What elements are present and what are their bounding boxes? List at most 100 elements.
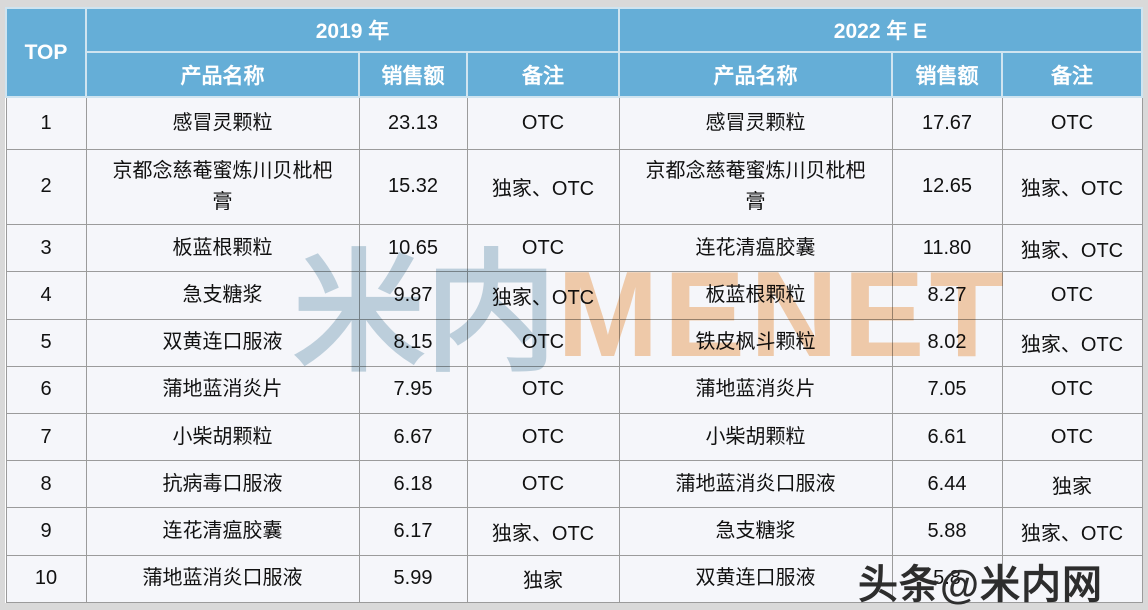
col-header-remark-2019: 备注: [466, 51, 620, 98]
product-cell-2022: 京都念慈菴蜜炼川贝枇杷膏: [618, 148, 893, 226]
product-text: 急支糖浆: [182, 283, 263, 306]
rank-cell: 5: [5, 318, 87, 367]
rank-cell: 6: [5, 365, 87, 414]
sales-cell-2022: 6.61: [891, 412, 1003, 462]
sales-cell-2022: 6.44: [891, 460, 1003, 509]
sales-cell-2019: 6.67: [358, 412, 468, 462]
product-text: 小柴胡颗粒: [172, 425, 273, 448]
remark-cell-2019: 独家、OTC: [466, 271, 620, 320]
product-text: 双黄连口服液: [695, 567, 816, 590]
sales-cell-2022: 7.05: [891, 365, 1003, 414]
product-cell-2019: 京都念慈菴蜜炼川贝枇杷膏: [85, 148, 360, 226]
sales-cell-2019: 5.99: [358, 554, 468, 604]
product-text: 小柴胡颗粒: [705, 425, 806, 448]
product-text: 蒲地蓝消炎口服液: [142, 567, 303, 590]
rank-cell: 3: [5, 224, 87, 273]
table-row: 1 感冒灵颗粒 23.13 OTC 感冒灵颗粒 17.67 OTC: [5, 96, 1143, 150]
rank-cell: 2: [5, 148, 87, 226]
col-header-product-2019: 产品名称: [85, 51, 360, 98]
sales-cell-2019: 8.15: [358, 318, 468, 367]
product-cell-2019: 感冒灵颗粒: [85, 96, 360, 150]
product-text: 板蓝根颗粒: [705, 283, 806, 306]
header-sub-row: 产品名称 销售额 备注 产品名称 销售额 备注: [6, 51, 1144, 98]
product-cell-2022: 小柴胡颗粒: [618, 412, 893, 462]
sales-cell-2019: 23.13: [358, 96, 468, 150]
col-header-remark-2022: 备注: [1000, 51, 1144, 98]
sales-cell-2022: 5.8: [891, 554, 1003, 604]
sales-table: TOP 2019 年 2022 年 E 产品名称 销售额 备注 产品名称 销售额…: [5, 7, 1144, 604]
rank-cell: 9: [5, 507, 87, 556]
product-cell-2019: 急支糖浆: [85, 271, 360, 320]
sales-cell-2019: 15.32: [358, 148, 468, 226]
col-header-product-2022: 产品名称: [618, 51, 893, 98]
product-cell-2022: 急支糖浆: [618, 507, 893, 556]
rank-cell: 1: [5, 96, 87, 150]
table-row: 7 小柴胡颗粒 6.67 OTC 小柴胡颗粒 6.61 OTC: [5, 412, 1143, 462]
rank-cell: 4: [5, 271, 87, 320]
product-cell-2019: 小柴胡颗粒: [85, 412, 360, 462]
product-text: 京都念慈菴蜜炼川贝枇杷膏: [112, 159, 333, 213]
product-cell-2022: 双黄连口服液: [618, 554, 893, 604]
remark-cell-2019: 独家、OTC: [466, 148, 620, 226]
sales-cell-2019: 10.65: [358, 224, 468, 273]
col-header-sales-2019: 销售额: [358, 51, 468, 98]
sales-cell-2019: 9.87: [358, 271, 468, 320]
product-text: 双黄连口服液: [162, 331, 283, 354]
product-text: 铁皮枫斗颗粒: [695, 331, 816, 354]
product-cell-2019: 板蓝根颗粒: [85, 224, 360, 273]
table-row: 2 京都念慈菴蜜炼川贝枇杷膏 15.32 独家、OTC 京都念慈菴蜜炼川贝枇杷膏…: [5, 148, 1143, 226]
remark-cell-2022: 独家、OTC: [1001, 318, 1143, 367]
year-2022e-header: 2022 年 E: [617, 7, 1144, 53]
table-row: 8 抗病毒口服液 6.18 OTC 蒲地蓝消炎口服液 6.44 独家: [5, 460, 1143, 509]
sales-cell-2022: 5.88: [891, 507, 1003, 556]
top-column-header: TOP: [5, 7, 87, 98]
product-text: 急支糖浆: [715, 520, 796, 543]
rank-cell: 10: [5, 554, 87, 604]
sales-cell-2019: 6.17: [358, 507, 468, 556]
table-row: 9 连花清瘟胶囊 6.17 独家、OTC 急支糖浆 5.88 独家、OTC: [5, 507, 1143, 556]
rank-cell: 8: [5, 460, 87, 509]
product-cell-2019: 抗病毒口服液: [85, 460, 360, 509]
product-text: 板蓝根颗粒: [172, 236, 273, 259]
product-cell-2019: 连花清瘟胶囊: [85, 507, 360, 556]
product-text: 京都念慈菴蜜炼川贝枇杷膏: [645, 159, 866, 213]
remark-cell-2022: 独家: [1001, 460, 1143, 509]
year-2019-header: 2019 年: [85, 7, 620, 53]
remark-cell-2019: OTC: [466, 365, 620, 414]
sales-cell-2022: 8.27: [891, 271, 1003, 320]
remark-cell-2019: OTC: [466, 96, 620, 150]
remark-cell-2019: 独家、OTC: [466, 507, 620, 556]
product-text: 蒲地蓝消炎片: [162, 378, 283, 401]
product-cell-2022: 感冒灵颗粒: [618, 96, 893, 150]
remark-cell-2022: OTC: [1001, 96, 1143, 150]
sales-cell-2019: 7.95: [358, 365, 468, 414]
sales-cell-2022: 11.80: [891, 224, 1003, 273]
product-cell-2022: 蒲地蓝消炎口服液: [618, 460, 893, 509]
product-text: 感冒灵颗粒: [172, 111, 273, 134]
remark-cell-2022: OTC: [1001, 365, 1143, 414]
remark-cell-2019: OTC: [466, 224, 620, 273]
product-cell-2019: 双黄连口服液: [85, 318, 360, 367]
rank-cell: 7: [5, 412, 87, 462]
table-row: 4 急支糖浆 9.87 独家、OTC 板蓝根颗粒 8.27 OTC: [5, 271, 1143, 320]
product-text: 感冒灵颗粒: [705, 111, 806, 134]
product-text: 蒲地蓝消炎片: [695, 378, 816, 401]
product-cell-2022: 连花清瘟胶囊: [618, 224, 893, 273]
table-row: 6 蒲地蓝消炎片 7.95 OTC 蒲地蓝消炎片 7.05 OTC: [5, 365, 1143, 414]
product-cell-2019: 蒲地蓝消炎口服液: [85, 554, 360, 604]
table-row: 10 蒲地蓝消炎口服液 5.99 独家 双黄连口服液 5.8: [5, 554, 1143, 604]
product-cell-2022: 铁皮枫斗颗粒: [618, 318, 893, 367]
col-header-sales-2022: 销售额: [891, 51, 1003, 98]
remark-cell-2022: 独家、OTC: [1001, 148, 1143, 226]
remark-cell-2022: 独家、OTC: [1001, 507, 1143, 556]
sales-cell-2022: 17.67: [891, 96, 1003, 150]
remark-cell-2022: 独家、OTC: [1001, 224, 1143, 273]
remark-cell-2022: OTC: [1001, 412, 1143, 462]
product-text: 连花清瘟胶囊: [695, 236, 816, 259]
sales-cell-2022: 12.65: [891, 148, 1003, 226]
product-cell-2022: 蒲地蓝消炎片: [618, 365, 893, 414]
sales-table-container: TOP 2019 年 2022 年 E 产品名称 销售额 备注 产品名称 销售额…: [5, 7, 1144, 604]
sales-cell-2022: 8.02: [891, 318, 1003, 367]
table-row: 5 双黄连口服液 8.15 OTC 铁皮枫斗颗粒 8.02 独家、OTC: [5, 318, 1143, 367]
remark-cell-2019: OTC: [466, 460, 620, 509]
